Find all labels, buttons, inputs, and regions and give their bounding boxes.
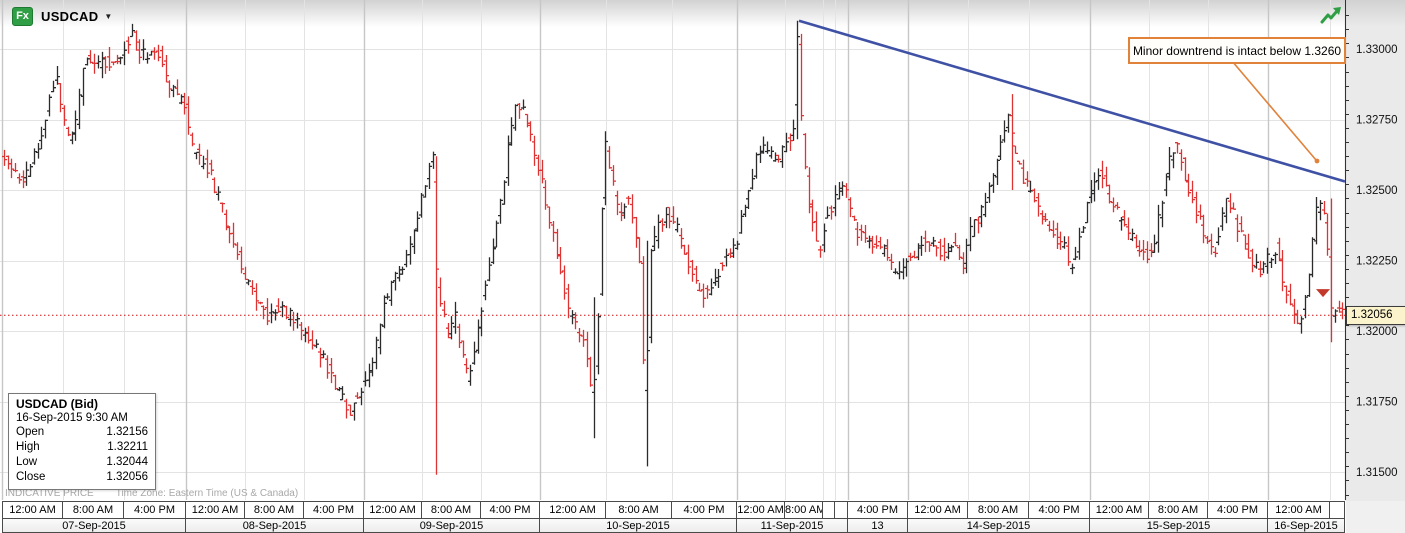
price-axis-label: 1.33000: [1356, 44, 1398, 56]
annotation-callout[interactable]: Minor downtrend is intact below 1.3260: [1128, 37, 1346, 64]
open-value: 1.32156: [106, 426, 148, 438]
time-axis-cell: 4:00 PM: [1029, 501, 1090, 518]
time-axis-cell: 8:00 AM: [606, 501, 672, 518]
time-axis-cell: 8:00 AM: [245, 501, 304, 518]
time-axis-cell: 12:00 AM: [908, 501, 968, 518]
time-axis-cell: [835, 501, 848, 518]
tooltip-timestamp: 16-Sep-2015 9:30 AM: [16, 412, 128, 424]
time-axis-cell: 12:00 AM: [540, 501, 606, 518]
date-axis-cell: 08-Sep-2015: [186, 518, 364, 533]
timezone-label: Time Zone: Eastern Time (US & Canada): [115, 488, 299, 499]
time-axis-cell: 8:00 AM: [968, 501, 1029, 518]
open-label: Open: [16, 426, 45, 438]
time-axis-cell: 12:00 AM: [1090, 501, 1149, 518]
date-axis-cell: 07-Sep-2015: [2, 518, 186, 533]
low-label: Low: [16, 456, 38, 468]
date-axis-cell: 09-Sep-2015: [364, 518, 540, 533]
time-axis-cell: 4:00 PM: [1208, 501, 1268, 518]
price-axis-label: 1.32000: [1356, 326, 1398, 338]
gridlines-day: [1, 0, 1347, 500]
time-axis-cell: 8:00 AM: [422, 501, 481, 518]
time-axis-cell: 12:00 AM: [737, 501, 785, 518]
close-value: 1.32056: [106, 471, 148, 483]
ohlc-tooltip: USDCAD (Bid) 16-Sep-2015 9:30 AM Open 1.3…: [8, 393, 156, 490]
high-label: High: [16, 441, 40, 453]
symbol-label: USDCAD: [41, 9, 99, 24]
sell-marker-icon: [1316, 289, 1330, 298]
time-axis-cell: 12:00 AM: [186, 501, 245, 518]
date-axis-cell: 14-Sep-2015: [908, 518, 1090, 533]
ohlc-bars-up: [24, 20, 1338, 467]
trend-arrow-icon[interactable]: [1320, 6, 1342, 26]
annotation-arrow: [1231, 60, 1317, 161]
time-axis-cell: 4:00 PM: [304, 501, 364, 518]
chart-canvas[interactable]: 1.33000 1.32750 1.32500 1.32250 1.32000 1.317…: [0, 0, 1405, 501]
time-axis-cell: 8:00 AM: [785, 501, 823, 518]
date-axis-cell: 16-Sep-2015: [1268, 518, 1345, 533]
time-axis-cell: 4:00 PM: [124, 501, 186, 518]
time-axis-cell: 8:00 AM: [1149, 501, 1208, 518]
time-axis-cell: 12:00 AM: [1268, 501, 1330, 518]
indicative-price-label: INDICATIVE PRICE: [5, 488, 94, 499]
annotation-arrow-tip: [1314, 158, 1320, 164]
fx-logo-icon: Fx: [12, 7, 33, 26]
symbol-selector[interactable]: Fx USDCAD ▼: [12, 7, 112, 26]
time-axis-cell: 4:00 PM: [481, 501, 540, 518]
close-label: Close: [16, 471, 46, 483]
time-axis[interactable]: 12:00 AM 8:00 AM 4:00 PM 12:00 AM 8:00 AM 4:0…: [0, 501, 1345, 533]
price-axis-ticks: [1345, 0, 1349, 500]
price-axis-label: 1.31500: [1356, 467, 1398, 479]
price-axis-label: 1.31750: [1356, 397, 1398, 409]
ohlc-bars-down: [2, 30, 1345, 475]
high-value: 1.32211: [107, 441, 148, 453]
gridlines-minor: [0, 0, 1345, 500]
date-axis-cell: 11-Sep-2015: [737, 518, 848, 533]
time-axis-cell: [1330, 501, 1345, 518]
time-axis-cell: 12:00 AM: [2, 501, 63, 518]
tooltip-title: USDCAD (Bid): [16, 397, 98, 411]
date-axis-cell: 13: [848, 518, 908, 533]
downtrend-line[interactable]: [798, 19, 1346, 183]
date-axis-cell: 15-Sep-2015: [1090, 518, 1268, 533]
price-axis-label: 1.32750: [1356, 115, 1398, 127]
status-bar: INDICATIVE PRICE Time Zone: Eastern Time …: [5, 488, 320, 499]
price-axis-bg[interactable]: [1345, 0, 1405, 501]
time-axis-cell: 8:00 AM: [63, 501, 124, 518]
time-axis-cell: [823, 501, 835, 518]
low-value: 1.32044: [106, 456, 148, 468]
axis-corner: [1346, 501, 1405, 533]
time-axis-cell: 4:00 PM: [672, 501, 737, 518]
price-axis-label: 1.32500: [1356, 185, 1398, 197]
current-price-tag: 1.32056: [1346, 306, 1405, 325]
date-axis-cell: 10-Sep-2015: [540, 518, 737, 533]
chevron-down-icon[interactable]: ▼: [104, 12, 113, 21]
price-axis-label: 1.32250: [1356, 256, 1398, 268]
time-axis-cell: 4:00 PM: [848, 501, 908, 518]
time-axis-cell: 12:00 AM: [364, 501, 422, 518]
